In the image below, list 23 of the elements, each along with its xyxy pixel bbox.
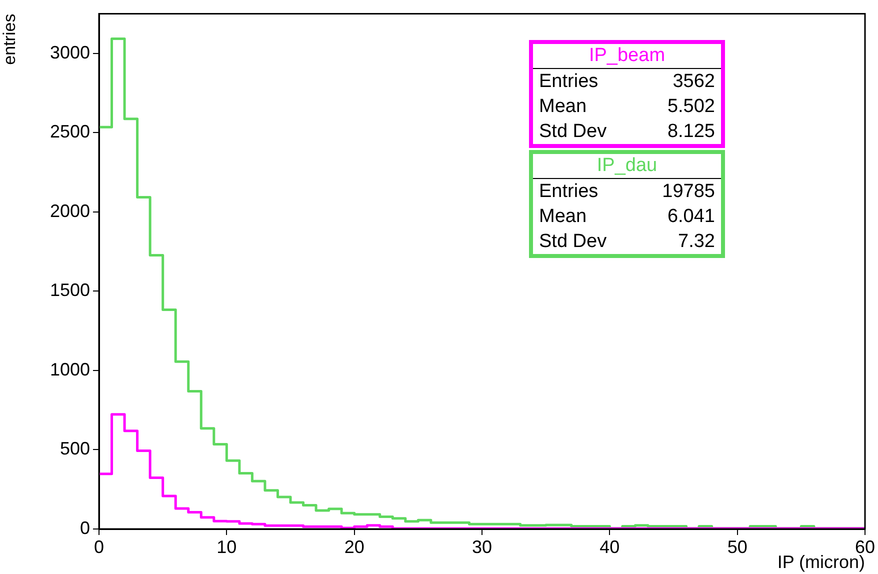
- text: Std Dev 7.32: [539, 231, 715, 252]
- text: Entries 3562: [539, 71, 715, 92]
- y-tick-label: 1500: [50, 280, 90, 300]
- y-axis-title: entries: [0, 14, 19, 65]
- text: IP_dau: [533, 154, 721, 179]
- text: Mean 6.041: [539, 206, 715, 227]
- text: IP_beam: [533, 44, 721, 69]
- x-tick-label: 0: [94, 536, 104, 557]
- text: Std Dev 8.125: [539, 121, 715, 142]
- y-tick-label: 2000: [50, 200, 90, 221]
- x-axis-title: IP (micron): [777, 552, 865, 572]
- x-tick-label: 30: [472, 536, 492, 557]
- x-tick-label: 50: [727, 536, 748, 557]
- text: Entries 19785: [539, 181, 715, 202]
- y-tick-label: 3000: [50, 42, 90, 62]
- x-tick-label: 20: [344, 536, 364, 557]
- y-tick-label: 500: [60, 438, 90, 459]
- y-tick-label: 1000: [50, 359, 90, 380]
- text: Mean 5.502: [539, 96, 715, 117]
- x-tick-label: 40: [600, 536, 620, 557]
- x-tick-label: 10: [216, 536, 237, 557]
- y-tick-label: 0: [80, 518, 90, 538]
- y-tick-label: 2500: [50, 122, 90, 142]
